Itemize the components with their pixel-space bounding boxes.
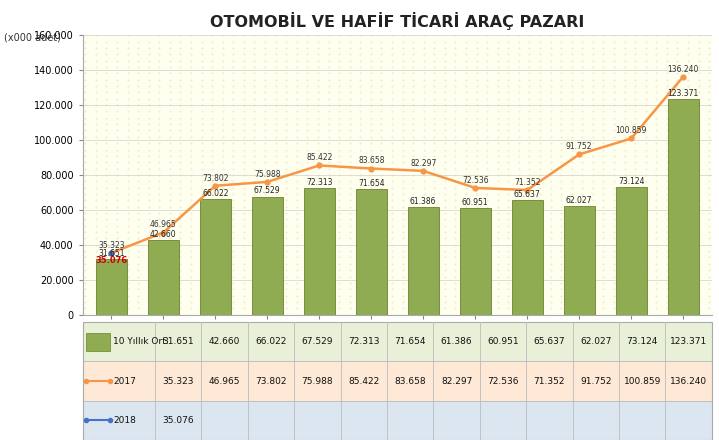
- Text: 91.752: 91.752: [566, 142, 592, 151]
- Text: 82.297: 82.297: [410, 159, 436, 168]
- Text: 75.988: 75.988: [254, 170, 280, 179]
- Bar: [356, 190, 387, 315]
- Text: 71.654: 71.654: [395, 337, 426, 346]
- Text: 10 Yıllık Ort.: 10 Yıllık Ort.: [113, 337, 169, 346]
- Text: 71.654: 71.654: [358, 179, 385, 188]
- Text: 72.536: 72.536: [487, 377, 519, 385]
- Text: 82.297: 82.297: [441, 377, 472, 385]
- Text: 123.371: 123.371: [670, 337, 707, 346]
- Text: 72.536: 72.536: [462, 176, 488, 185]
- Text: 83.658: 83.658: [395, 377, 426, 385]
- Bar: [564, 206, 595, 315]
- Text: 91.752: 91.752: [580, 377, 612, 385]
- Text: 46.965: 46.965: [150, 220, 177, 229]
- Text: 60.951: 60.951: [487, 337, 519, 346]
- Bar: [408, 207, 439, 315]
- Text: 72.313: 72.313: [348, 337, 380, 346]
- Text: 31.651: 31.651: [98, 249, 124, 258]
- Text: 35.323: 35.323: [162, 377, 194, 385]
- Text: 75.988: 75.988: [301, 377, 333, 385]
- Text: 62.027: 62.027: [566, 196, 592, 205]
- Text: 67.529: 67.529: [254, 186, 280, 195]
- Bar: [86, 333, 110, 351]
- Text: 85.422: 85.422: [348, 377, 380, 385]
- Text: 136.240: 136.240: [667, 65, 699, 73]
- Text: 72.313: 72.313: [306, 178, 332, 187]
- FancyBboxPatch shape: [83, 401, 712, 440]
- Text: 61.386: 61.386: [410, 197, 436, 206]
- Text: 73.124: 73.124: [626, 337, 658, 346]
- Text: 42.660: 42.660: [150, 230, 177, 239]
- Text: 136.240: 136.240: [670, 377, 707, 385]
- Bar: [668, 99, 699, 315]
- Text: 42.660: 42.660: [209, 337, 240, 346]
- Text: 71.352: 71.352: [533, 377, 565, 385]
- Bar: [615, 187, 647, 315]
- Text: 83.658: 83.658: [358, 156, 385, 165]
- Text: 73.802: 73.802: [255, 377, 287, 385]
- FancyBboxPatch shape: [83, 361, 712, 401]
- Bar: [96, 259, 127, 315]
- Bar: [512, 200, 543, 315]
- Bar: [303, 188, 335, 315]
- Text: 35.076: 35.076: [162, 416, 194, 425]
- Text: 66.022: 66.022: [255, 337, 287, 346]
- Text: 100.859: 100.859: [623, 377, 661, 385]
- Text: 35.323: 35.323: [98, 241, 124, 250]
- Text: 65.637: 65.637: [533, 337, 565, 346]
- Text: 67.529: 67.529: [302, 337, 333, 346]
- Text: 100.859: 100.859: [615, 126, 647, 136]
- Text: 46.965: 46.965: [209, 377, 240, 385]
- Text: 73.124: 73.124: [618, 176, 644, 186]
- Text: 65.637: 65.637: [514, 190, 541, 198]
- Text: 73.802: 73.802: [202, 174, 229, 183]
- Text: 60.951: 60.951: [462, 198, 488, 207]
- Text: 71.352: 71.352: [514, 178, 541, 187]
- Text: 123.371: 123.371: [667, 89, 699, 98]
- Text: 62.027: 62.027: [580, 337, 611, 346]
- Bar: [459, 208, 491, 315]
- Bar: [147, 240, 179, 315]
- Text: 2018: 2018: [113, 416, 136, 425]
- Text: 31.651: 31.651: [162, 337, 194, 346]
- Bar: [200, 199, 231, 315]
- Title: OTOMOBİL VE HAFİF TİCARİ ARAÇ PAZARI: OTOMOBİL VE HAFİF TİCARİ ARAÇ PAZARI: [210, 12, 585, 30]
- Text: (x000 adet): (x000 adet): [4, 33, 60, 43]
- Text: 85.422: 85.422: [306, 153, 332, 162]
- Text: 35.076: 35.076: [95, 257, 127, 265]
- Text: 2017: 2017: [113, 377, 136, 385]
- Bar: [252, 197, 283, 315]
- Text: 66.022: 66.022: [202, 189, 229, 198]
- FancyBboxPatch shape: [83, 322, 712, 361]
- Text: 61.386: 61.386: [441, 337, 472, 346]
